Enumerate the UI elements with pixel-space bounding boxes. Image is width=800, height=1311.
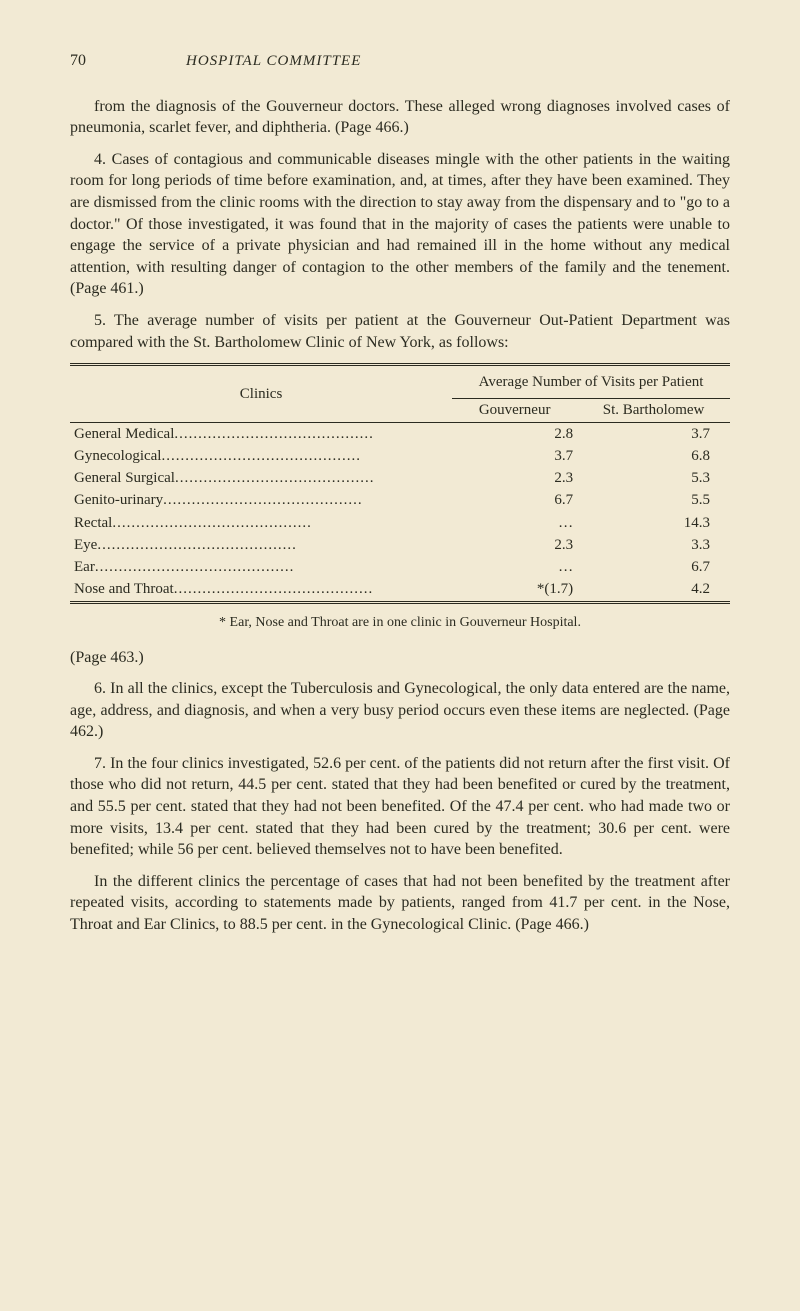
row-label: Gynecological (74, 446, 161, 466)
table-row: General Surgical........................… (70, 467, 452, 489)
row-val2: 4.2 (577, 578, 730, 602)
table-header-col1: Gouverneur (452, 399, 577, 422)
table-header-group: Average Number of Visits per Patient (452, 365, 730, 399)
row-label: Nose and Throat (74, 579, 174, 599)
table-row: Nose and Throat.........................… (70, 578, 452, 602)
page-header: 70 HOSPITAL COMMITTEE (70, 50, 730, 76)
table-header-col2: St. Bartholomew (577, 399, 730, 422)
table-row: Ear.....................................… (70, 556, 452, 578)
row-val1: 6.7 (452, 489, 577, 511)
leader-dots: ........................................… (161, 446, 448, 466)
leader-dots: ........................................… (163, 490, 448, 510)
paragraph-1: from the diagnosis of the Gouverneur doc… (70, 96, 730, 139)
table-row: Genito-urinary..........................… (70, 489, 452, 511)
row-val1: *(1.7) (452, 578, 577, 602)
page-ref: (Page 463.) (70, 647, 730, 669)
table-row: Eye.....................................… (70, 534, 452, 556)
row-label: General Surgical (74, 468, 175, 488)
row-val1: 3.7 (452, 445, 577, 467)
row-label: Ear (74, 557, 95, 577)
row-val2: 6.8 (577, 445, 730, 467)
table-footnote: * Ear, Nose and Throat are in one clinic… (70, 614, 730, 633)
paragraph-5: 6. In all the clinics, except the Tuberc… (70, 678, 730, 743)
leader-dots: ........................................… (174, 424, 448, 444)
leader-dots: ........................................… (175, 468, 448, 488)
leader-dots: ........................................… (97, 535, 448, 555)
row-val1: … (452, 556, 577, 578)
row-label: General Medical (74, 424, 174, 444)
table-header-clinics: Clinics (70, 365, 452, 423)
paragraph-6: 7. In the four clinics investigated, 52.… (70, 753, 730, 861)
running-title: HOSPITAL COMMITTEE (186, 51, 361, 71)
row-val2: 3.3 (577, 534, 730, 556)
row-label: Genito-urinary (74, 490, 163, 510)
leader-dots: ........................................… (174, 579, 448, 599)
table-row: Gynecological...........................… (70, 445, 452, 467)
row-val2: 5.3 (577, 467, 730, 489)
row-val2: 3.7 (577, 422, 730, 445)
paragraph-3: 5. The average number of visits per pati… (70, 310, 730, 353)
row-val1: … (452, 512, 577, 534)
leader-dots: ........................................… (95, 557, 448, 577)
row-val1: 2.3 (452, 534, 577, 556)
visits-table: Clinics Average Number of Visits per Pat… (70, 363, 730, 604)
row-val2: 6.7 (577, 556, 730, 578)
page-number: 70 (70, 50, 86, 72)
row-label: Rectal (74, 513, 112, 533)
paragraph-2: 4. Cases of contagious and communicable … (70, 149, 730, 300)
row-val2: 5.5 (577, 489, 730, 511)
table-row: Rectal..................................… (70, 512, 452, 534)
leader-dots: ........................................… (112, 513, 448, 533)
paragraph-7: In the different clinics the percentage … (70, 871, 730, 936)
table-row: General Medical.........................… (70, 422, 452, 445)
row-label: Eye (74, 535, 97, 555)
row-val1: 2.3 (452, 467, 577, 489)
row-val2: 14.3 (577, 512, 730, 534)
row-val1: 2.8 (452, 422, 577, 445)
